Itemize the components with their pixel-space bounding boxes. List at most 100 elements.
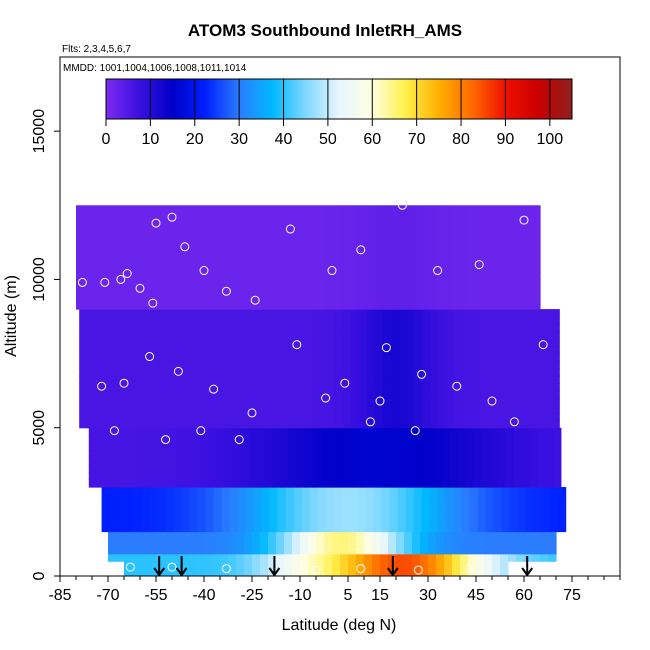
heatmap-cell (336, 479, 346, 488)
heatmap-cell (248, 449, 258, 458)
heatmap-cell (199, 360, 208, 369)
heatmap-cell (288, 449, 298, 458)
heatmap-cell (124, 279, 133, 288)
heatmap-cell (519, 346, 528, 355)
heatmap-cell (184, 464, 194, 473)
heatmap-cell (108, 531, 117, 540)
heatmap-cell (152, 435, 162, 444)
heatmap-cell (436, 561, 445, 570)
heatmap-cell (157, 516, 167, 525)
sample-point (356, 564, 366, 574)
heatmap-cell (535, 383, 544, 392)
heatmap-cell (292, 279, 301, 288)
heatmap-cell (341, 487, 351, 496)
heatmap-cell (444, 561, 453, 570)
heatmap-cell (191, 420, 200, 429)
heatmap-cell (309, 516, 319, 525)
heatmap-cell (384, 435, 394, 444)
heatmap-cell (124, 531, 133, 540)
heatmap-cell (239, 316, 248, 325)
heatmap-cell (484, 205, 493, 214)
heatmap-cell (407, 309, 416, 318)
heatmap-cell (116, 531, 125, 540)
heatmap-cell (124, 546, 133, 555)
heatmap-cell (224, 449, 234, 458)
heatmap-cell (148, 546, 157, 555)
heatmap-cell (375, 420, 384, 429)
heatmap-cell (143, 323, 152, 332)
heatmap-cell (525, 494, 535, 503)
heatmap-cell (263, 316, 272, 325)
heatmap-cell (316, 264, 325, 273)
colorbar-tick-label: 60 (363, 131, 381, 148)
heatmap-cell (359, 375, 368, 384)
heatmap-cell (180, 220, 189, 229)
heatmap-cell (527, 338, 536, 347)
heatmap-cell (455, 375, 464, 384)
heatmap-cell (316, 561, 325, 570)
heatmap-cell (132, 249, 141, 258)
heatmap-cell (120, 449, 130, 458)
heatmap-cell (140, 234, 149, 243)
heatmap-cell (455, 331, 464, 340)
heatmap-cell (101, 524, 111, 533)
heatmap-cell (428, 561, 437, 570)
heatmap-cell (308, 205, 317, 214)
heatmap-cell (87, 323, 96, 332)
heatmap-cell (512, 427, 522, 436)
heatmap-cell (348, 568, 357, 576)
heatmap-cell (164, 538, 173, 547)
heatmap-cell (144, 435, 154, 444)
heatmap-cell (271, 338, 280, 347)
heatmap-cell (279, 375, 288, 384)
heatmap-cell (127, 360, 136, 369)
heatmap-cell (509, 487, 519, 496)
heatmap-cell (272, 479, 282, 488)
heatmap-cell (488, 479, 498, 488)
heatmap-cell (125, 509, 135, 518)
heatmap-cell (424, 464, 434, 473)
heatmap-cell (295, 316, 304, 325)
heatmap-cell (279, 353, 288, 362)
heatmap-cell (415, 309, 424, 318)
heatmap-cell (255, 338, 264, 347)
heatmap-cell (284, 205, 293, 214)
heatmap-cell (420, 294, 429, 303)
heatmap-cell (79, 405, 88, 414)
heatmap-cell (172, 257, 181, 266)
heatmap-cell (436, 538, 445, 547)
heatmap-cell (236, 234, 245, 243)
heatmap-cell (524, 257, 533, 266)
heatmap-cell (255, 323, 264, 332)
heatmap-cell (111, 398, 120, 407)
heatmap-cell (327, 323, 336, 332)
heatmap-cell (359, 420, 368, 429)
heatmap-cell (308, 234, 317, 243)
heatmap-cell (316, 279, 325, 288)
heatmap-cell (380, 279, 389, 288)
colorbar-tick-label: 90 (497, 131, 515, 148)
heatmap-cell (333, 501, 343, 510)
heatmap-cell (469, 524, 479, 533)
heatmap-cell (324, 205, 333, 214)
heatmap-cell (380, 212, 389, 221)
heatmap-cell (284, 301, 293, 310)
heatmap-cell (444, 264, 453, 273)
heatmap-cell (188, 249, 197, 258)
heatmap-cell (168, 472, 178, 481)
heatmap-cell (344, 442, 354, 451)
heatmap-cell (512, 442, 522, 451)
heatmap-cell (196, 279, 205, 288)
heatmap-cell (120, 479, 130, 488)
heatmap-cell (103, 360, 112, 369)
heatmap-cell (168, 427, 178, 436)
heatmap-cell (204, 279, 213, 288)
heatmap-cell (284, 227, 293, 236)
heatmap-cell (351, 353, 360, 362)
heatmap-cell (503, 383, 512, 392)
heatmap-cell (204, 234, 213, 243)
heatmap-cell (364, 234, 373, 243)
heatmap-cell (540, 546, 549, 555)
heatmap-cell (317, 487, 327, 496)
x-tick-label: -70 (96, 587, 119, 604)
